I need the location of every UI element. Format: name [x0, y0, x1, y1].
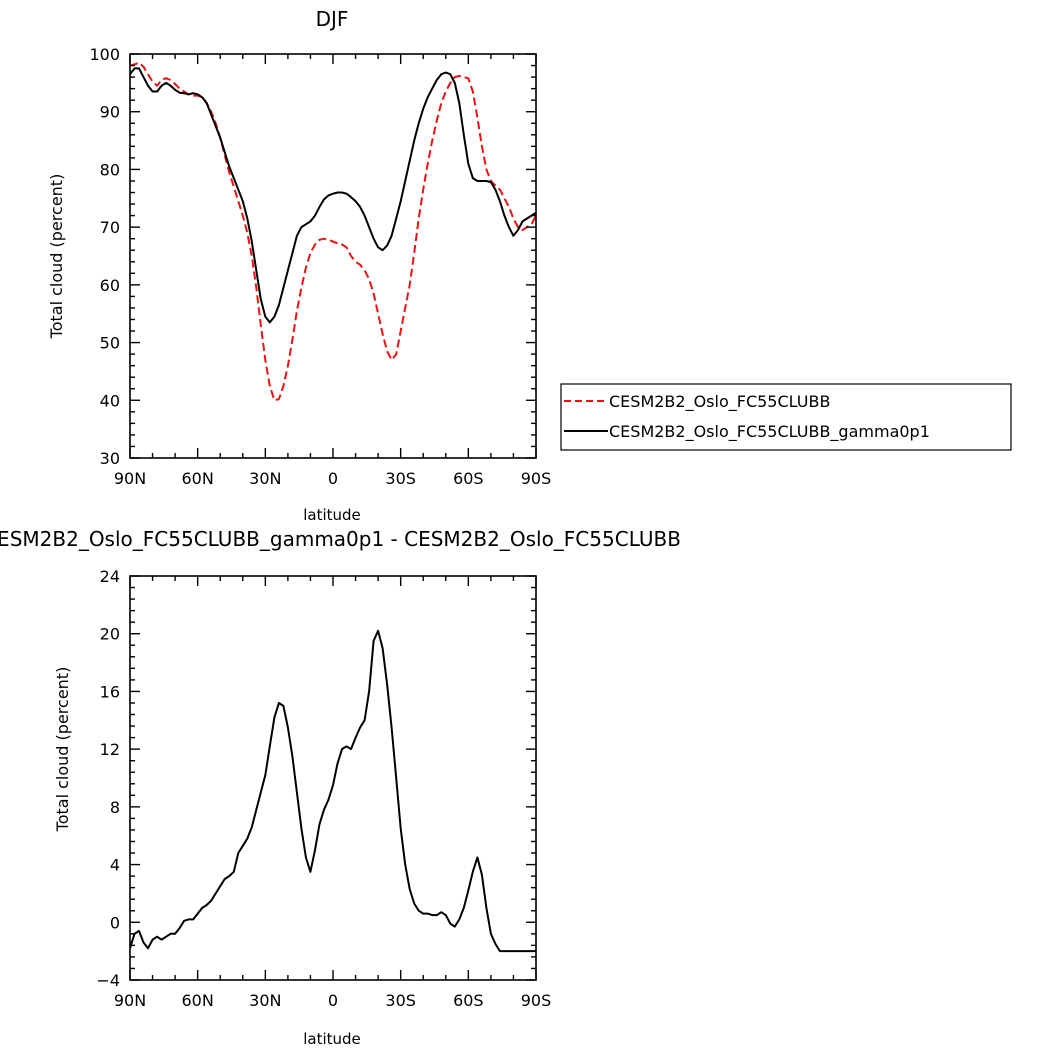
bottom-y-tick-label: −4 — [96, 971, 120, 990]
top-plot-area: 90N 60N 30N 0 30S 60S 90S 30 40 50 60 70 80 90 100 — [89, 45, 551, 488]
top-y-tick-label: 60 — [100, 276, 120, 295]
top-y-tick-label: 30 — [100, 449, 120, 468]
top-x-tick-label: 90N — [114, 469, 146, 488]
bottom-series-line-0 — [130, 629, 536, 953]
bottom-panel: CESM2B2_Oslo_FC55CLUBB_gamma0p1 - CESM2B… — [0, 527, 681, 1048]
top-y-tick-label: 80 — [100, 160, 120, 179]
top-y-tick-label: 50 — [100, 334, 120, 353]
bottom-y-tick-label: 0 — [110, 913, 120, 932]
bottom-y-tick-label: 4 — [110, 856, 120, 875]
legend: CESM2B2_Oslo_FC55CLUBB CESM2B2_Oslo_FC55… — [560, 383, 1012, 451]
bottom-chart-title: CESM2B2_Oslo_FC55CLUBB_gamma0p1 - CESM2B… — [0, 527, 681, 551]
top-x-tick-label: 60N — [182, 469, 214, 488]
legend-label-gamma: CESM2B2_Oslo_FC55CLUBB_gamma0p1 — [609, 422, 930, 442]
top-y-axis-label: Total cloud (percent) — [47, 174, 66, 340]
bottom-x-tick-label: 30S — [385, 991, 416, 1010]
top-x-axis-label: latitude — [303, 506, 361, 524]
top-x-tick-label: 60S — [453, 469, 484, 488]
top-y-tick-label: 90 — [100, 103, 120, 122]
top-x-tick-label: 0 — [328, 469, 338, 488]
top-y-tick-label: 40 — [100, 391, 120, 410]
legend-box — [560, 383, 1012, 451]
bottom-x-tick-label: 60S — [453, 991, 484, 1010]
legend-label-control: CESM2B2_Oslo_FC55CLUBB — [609, 392, 830, 412]
top-x-tick-label: 90S — [521, 469, 552, 488]
top-y-tick-label: 100 — [89, 45, 120, 64]
top-series-line-1 — [130, 67, 536, 324]
bottom-y-axis-label: Total cloud (percent) — [53, 667, 72, 833]
bottom-y-tick-label: 12 — [100, 740, 120, 759]
bottom-y-tick-label: 24 — [100, 567, 120, 586]
top-plot-frame — [129, 53, 537, 459]
bottom-x-tick-label: 60N — [182, 991, 214, 1010]
bottom-x-tick-label: 0 — [328, 991, 338, 1010]
top-x-tick-label: 30N — [249, 469, 281, 488]
bottom-plot-area: 90N 60N 30N 0 30S 60S 90S −4 0 4 8 12 16 20 24 — [96, 567, 551, 1010]
top-series-group — [130, 61, 536, 402]
bottom-series-group — [130, 629, 536, 953]
top-chart-title: DJF — [316, 7, 349, 31]
bottom-x-tick-label: 90N — [114, 991, 146, 1010]
top-panel: DJF Total cloud (percent) latitude 90N 60… — [47, 7, 1012, 524]
bottom-x-axis-label: latitude — [303, 1030, 361, 1048]
top-y-tick-label: 70 — [100, 218, 120, 237]
bottom-y-tick-label: 20 — [100, 625, 120, 644]
top-x-tick-label: 30S — [385, 469, 416, 488]
bottom-y-tick-label: 16 — [100, 682, 120, 701]
bottom-x-tick-label: 30N — [249, 991, 281, 1010]
bottom-x-tick-label: 90S — [521, 991, 552, 1010]
bottom-y-tick-label: 8 — [110, 798, 120, 817]
top-series-line-0 — [130, 61, 536, 402]
